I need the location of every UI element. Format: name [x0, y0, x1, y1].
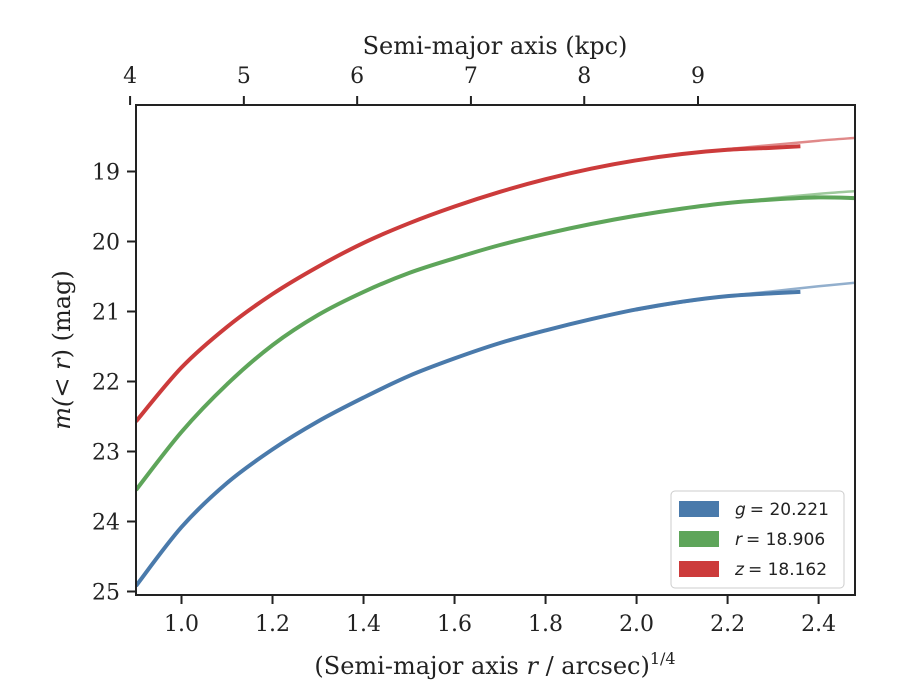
x-tick-label-7: 2.4: [801, 612, 836, 637]
x2-tick-label-2: 6: [350, 64, 364, 89]
y-tick-label-6: 25: [92, 581, 120, 606]
legend-entry-g: g = 20.221: [679, 500, 829, 520]
plot-frame: [135, 104, 856, 596]
x2-tick-label-4: 8: [577, 64, 591, 89]
x-tick-label-6: 2.2: [710, 612, 745, 637]
x-tick-label-3: 1.6: [437, 612, 472, 637]
x-axis-title: (Semi-major axis r / arcsec)1/4: [314, 649, 675, 680]
legend-swatch-g: [679, 501, 719, 517]
x2-tick-label-3: 7: [464, 64, 478, 89]
x-tick-label-1: 1.2: [255, 612, 290, 637]
x-tick-label-5: 2.0: [619, 612, 654, 637]
legend-label-r: r = 18.906: [735, 530, 825, 550]
y-tick-label-3: 22: [92, 371, 120, 396]
y-tick-label-0: 19: [92, 161, 120, 186]
y-tick-label-4: 23: [92, 441, 120, 466]
x-tick-label-4: 1.8: [528, 612, 563, 637]
series-z-line: [136, 144, 801, 423]
x2-tick-label-1: 5: [237, 64, 251, 89]
y-tick-label-5: 24: [92, 511, 120, 536]
y-axis-title: m(< r) (mag): [48, 270, 76, 430]
series-layer: [136, 136, 855, 588]
legend-swatch-z: [679, 561, 719, 577]
x-tick-label-2: 1.4: [346, 612, 381, 637]
legend-swatch-r: [679, 531, 719, 547]
y-tick-label-1: 20: [92, 231, 120, 256]
legend-label-z: z = 18.162: [734, 560, 827, 580]
x2-tick-label-0: 4: [123, 64, 137, 89]
series-r-line: [136, 195, 855, 492]
legend: g = 20.221 r = 18.906 z = 18.162: [670, 490, 845, 589]
y-tick-label-2: 21: [92, 301, 120, 326]
legend-entry-z: z = 18.162: [679, 560, 827, 580]
series-g-line: [136, 289, 801, 588]
x-tick-label-0: 1.0: [164, 612, 199, 637]
x2-axis-title: Semi-major axis (kpc): [363, 32, 628, 60]
legend-label-g: g = 20.221: [735, 500, 829, 520]
axes-layer: 1.0 1.2 1.4 1.6 1.8 2.0 2.2 2.4 19 20 21 22 23 24 25 4 5…: [92, 64, 836, 637]
x2-tick-label-5: 9: [691, 64, 705, 89]
legend-entry-r: r = 18.906: [679, 530, 825, 550]
